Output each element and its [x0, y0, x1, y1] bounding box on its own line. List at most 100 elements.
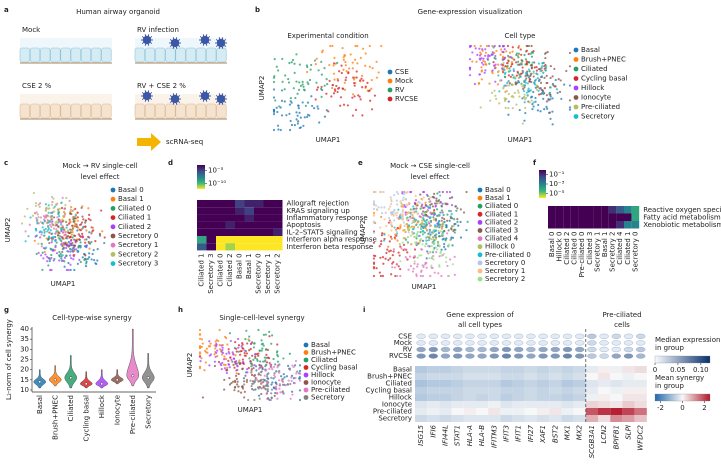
cell-dot — [74, 214, 77, 217]
heatmap-cell — [593, 213, 602, 221]
cell-dot — [424, 201, 427, 204]
cell-dot — [511, 83, 514, 87]
cell-dot — [85, 244, 88, 247]
heatmap-cell — [463, 373, 476, 380]
heatmap-cell — [608, 206, 617, 214]
cell-dot — [47, 221, 50, 224]
heatmap-cell — [598, 401, 611, 408]
cell-dot — [305, 64, 309, 67]
cell-dot — [43, 216, 46, 219]
heatmap-cell — [451, 380, 464, 387]
cell-dot — [209, 353, 213, 356]
row-label: RV — [403, 346, 412, 354]
cell-dot — [268, 335, 271, 338]
cell-dot — [297, 107, 300, 110]
heatmap-cell — [488, 401, 501, 408]
heatmap-cell — [549, 408, 562, 415]
cell-dot — [522, 70, 525, 74]
cell-dot — [444, 239, 447, 242]
cell-dot — [266, 375, 269, 378]
cell-dot — [339, 96, 343, 99]
cell-dot — [439, 194, 442, 197]
heatmap-cell — [593, 206, 602, 214]
legend-marker — [573, 95, 579, 100]
expression-violin — [526, 333, 536, 339]
cell-dot — [406, 257, 409, 260]
cell-dot — [59, 238, 62, 241]
cell-dot — [507, 54, 510, 58]
cell-dot — [281, 379, 284, 382]
cell-dot — [292, 365, 295, 369]
cell-dot — [433, 230, 436, 233]
cell-dot — [257, 394, 261, 397]
cell-dot — [215, 338, 218, 342]
cell-dot — [76, 250, 79, 253]
colorbar — [539, 170, 546, 198]
cell-dot — [415, 202, 419, 205]
lumen — [20, 94, 112, 104]
cell-dot — [297, 88, 301, 91]
cell-dot — [298, 111, 301, 114]
cell-dot — [237, 385, 240, 388]
cell-dot — [327, 110, 330, 113]
cell-dot — [415, 224, 418, 227]
cell-dot — [427, 239, 431, 242]
heatmap-cell — [451, 394, 464, 401]
heatmap-cell — [549, 380, 562, 387]
cell-dot — [245, 352, 249, 355]
row-label: Cycling basal — [366, 387, 413, 395]
column-label: Secretory 2 — [609, 232, 617, 272]
cell-dot — [432, 237, 435, 241]
cell-dot — [393, 266, 396, 269]
cell-dot — [234, 374, 238, 377]
cell-dot — [67, 268, 70, 272]
expression-violin — [514, 346, 524, 353]
cell-dot — [282, 377, 285, 380]
cell-dot — [45, 246, 48, 249]
epithelial-cell — [185, 47, 196, 63]
cell-dot — [264, 387, 267, 390]
cell-dot — [283, 376, 286, 379]
heatmap-cell — [573, 380, 586, 387]
panel-letter: h — [178, 306, 183, 314]
cell-dot — [407, 201, 411, 205]
cell-dot — [298, 398, 302, 402]
x-tick-label: Hillock — [98, 394, 106, 418]
cell-dot — [445, 260, 448, 264]
cell-dot — [233, 386, 236, 389]
cell-dot — [515, 61, 518, 64]
cell-dot — [253, 398, 256, 402]
cell-dot — [262, 360, 265, 363]
cell-dot — [446, 219, 449, 222]
heatmap-cell — [488, 408, 501, 415]
cell-dot — [317, 69, 320, 72]
cell-dot — [200, 338, 204, 341]
heatmap-cell — [263, 243, 273, 251]
cell-dot — [506, 65, 509, 68]
cell-dot — [438, 264, 441, 267]
cell-dot — [313, 59, 317, 62]
cell-dot — [432, 213, 436, 217]
cell-dot — [425, 223, 429, 226]
cell-dot — [523, 86, 526, 89]
heatmap-cell — [463, 415, 476, 422]
cell-dot — [228, 383, 232, 386]
cell-dot — [277, 379, 281, 382]
heatmap-cell — [561, 401, 574, 408]
cell-dot — [346, 104, 350, 107]
panel-letter: i — [363, 306, 365, 314]
heatmap-cell — [555, 221, 564, 229]
cell-dot — [298, 63, 301, 66]
heatmap-cell — [585, 401, 598, 408]
epithelial-cell — [144, 103, 156, 119]
cell-dot — [427, 220, 430, 223]
cell-dot — [412, 205, 415, 208]
cell-dot — [379, 226, 382, 229]
condition-label: RV infection — [137, 26, 179, 34]
cell-dot — [441, 190, 444, 194]
cell-dot — [421, 243, 424, 246]
epithelial-cell — [101, 103, 112, 119]
heatmap-cell — [570, 206, 579, 214]
heatmap-cell — [476, 373, 489, 380]
